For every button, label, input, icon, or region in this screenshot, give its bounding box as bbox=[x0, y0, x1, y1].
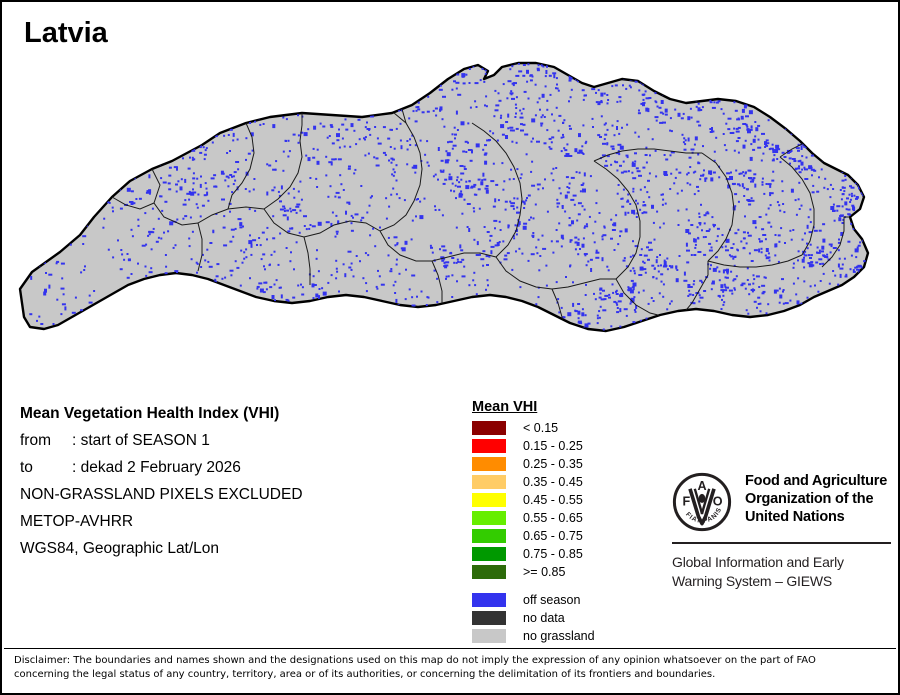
info-row-to: to : dekad 2 February 2026 bbox=[20, 454, 440, 481]
fao-branding: A F O FIAT PANIS Food and Agriculture Or… bbox=[672, 472, 894, 591]
legend-row: no data bbox=[472, 609, 652, 627]
legend-swatch bbox=[472, 593, 506, 607]
legend-row: 0.35 - 0.45 bbox=[472, 473, 652, 491]
legend-swatch bbox=[472, 421, 506, 435]
fao-org-line3: United Nations bbox=[745, 509, 845, 525]
legend-row: no grassland bbox=[472, 627, 652, 645]
legend-row: < 0.15 bbox=[472, 419, 652, 437]
info-heading: Mean Vegetation Health Index (VHI) bbox=[20, 405, 280, 422]
info-line-sensor: METOP-AVHRR bbox=[20, 513, 134, 530]
legend-label: >= 0.85 bbox=[523, 565, 566, 579]
info-row-from-label: from bbox=[20, 432, 51, 449]
legend-row: >= 0.85 bbox=[472, 563, 652, 581]
legend-label: 0.55 - 0.65 bbox=[523, 511, 583, 525]
fao-org-name: Food and Agriculture Organization of the… bbox=[745, 472, 887, 526]
giews-line2: Warning System – GIEWS bbox=[672, 573, 833, 589]
legend-label: no grassland bbox=[523, 629, 595, 643]
svg-text:O: O bbox=[713, 495, 723, 509]
legend-swatch bbox=[472, 493, 506, 507]
legend-row: 0.15 - 0.25 bbox=[472, 437, 652, 455]
giews-line1: Global Information and Early bbox=[672, 554, 844, 570]
fao-divider bbox=[672, 542, 891, 544]
legend-label: 0.35 - 0.45 bbox=[523, 475, 583, 489]
legend-class-list: < 0.15 0.15 - 0.25 0.25 - 0.35 0.35 - 0.45 0… bbox=[472, 419, 652, 581]
legend-row: 0.65 - 0.75 bbox=[472, 527, 652, 545]
svg-text:F: F bbox=[683, 495, 691, 509]
legend-swatch bbox=[472, 629, 506, 643]
map-landmass bbox=[18, 61, 870, 333]
fao-emblem-icon: A F O FIAT PANIS bbox=[672, 472, 732, 532]
disclaimer-divider bbox=[4, 648, 896, 649]
legend-label: < 0.15 bbox=[523, 421, 559, 435]
giews-name: Global Information and Early Warning Sys… bbox=[672, 553, 894, 591]
disclaimer-line1: Disclaimer: The boundaries and names sho… bbox=[14, 655, 816, 666]
legend-label: 0.25 - 0.35 bbox=[523, 457, 583, 471]
legend-label: 0.45 - 0.55 bbox=[523, 493, 583, 507]
legend-label: 0.15 - 0.25 bbox=[523, 439, 583, 453]
info-row-to-value: : dekad 2 February 2026 bbox=[72, 459, 241, 476]
info-row-from: from : start of SEASON 1 bbox=[20, 427, 440, 454]
legend-swatch bbox=[472, 475, 506, 489]
legend-row: 0.75 - 0.85 bbox=[472, 545, 652, 563]
legend-swatch bbox=[472, 565, 506, 579]
legend-title: Mean VHI bbox=[472, 399, 538, 415]
map-container[interactable] bbox=[2, 57, 898, 357]
legend-label: off season bbox=[523, 593, 581, 607]
legend-swatch bbox=[472, 439, 506, 453]
legend-swatch bbox=[472, 529, 506, 543]
fao-org-line2: Organization of the bbox=[745, 491, 874, 507]
legend-row: 0.45 - 0.55 bbox=[472, 491, 652, 509]
legend-row: off season bbox=[472, 591, 652, 609]
legend-label: 0.75 - 0.85 bbox=[523, 547, 583, 561]
disclaimer: Disclaimer: The boundaries and names sho… bbox=[14, 654, 884, 682]
legend-row: 0.25 - 0.35 bbox=[472, 455, 652, 473]
legend-special-list: off season no data no grassland bbox=[472, 591, 652, 645]
legend-swatch bbox=[472, 611, 506, 625]
legend-label: no data bbox=[523, 611, 565, 625]
page-title: Latvia bbox=[24, 17, 108, 49]
legend-label: 0.65 - 0.75 bbox=[523, 529, 583, 543]
district-boundaries bbox=[111, 108, 850, 330]
legend-row: 0.55 - 0.65 bbox=[472, 509, 652, 527]
legend-swatch bbox=[472, 511, 506, 525]
info-row-to-label: to bbox=[20, 459, 33, 476]
svg-text:A: A bbox=[697, 479, 706, 493]
info-row-from-value: : start of SEASON 1 bbox=[72, 432, 210, 449]
legend: Mean VHI < 0.15 0.15 - 0.25 0.25 - 0.35 0.3… bbox=[472, 398, 652, 645]
legend-spacer bbox=[472, 581, 652, 591]
info-line-exclusion: NON-GRASSLAND PIXELS EXCLUDED bbox=[20, 486, 303, 503]
fao-org-line1: Food and Agriculture bbox=[745, 473, 888, 489]
info-line-projection: WGS84, Geographic Lat/Lon bbox=[20, 540, 220, 557]
map-info-block: Mean Vegetation Health Index (VHI) from:… bbox=[20, 400, 440, 562]
legend-swatch bbox=[472, 547, 506, 561]
legend-swatch bbox=[472, 457, 506, 471]
latvia-map-svg[interactable] bbox=[2, 57, 898, 357]
disclaimer-line2: concerning the legal status of any count… bbox=[14, 669, 716, 680]
